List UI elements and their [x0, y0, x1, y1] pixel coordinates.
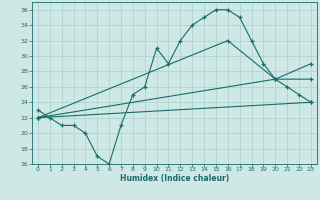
X-axis label: Humidex (Indice chaleur): Humidex (Indice chaleur) — [120, 174, 229, 183]
